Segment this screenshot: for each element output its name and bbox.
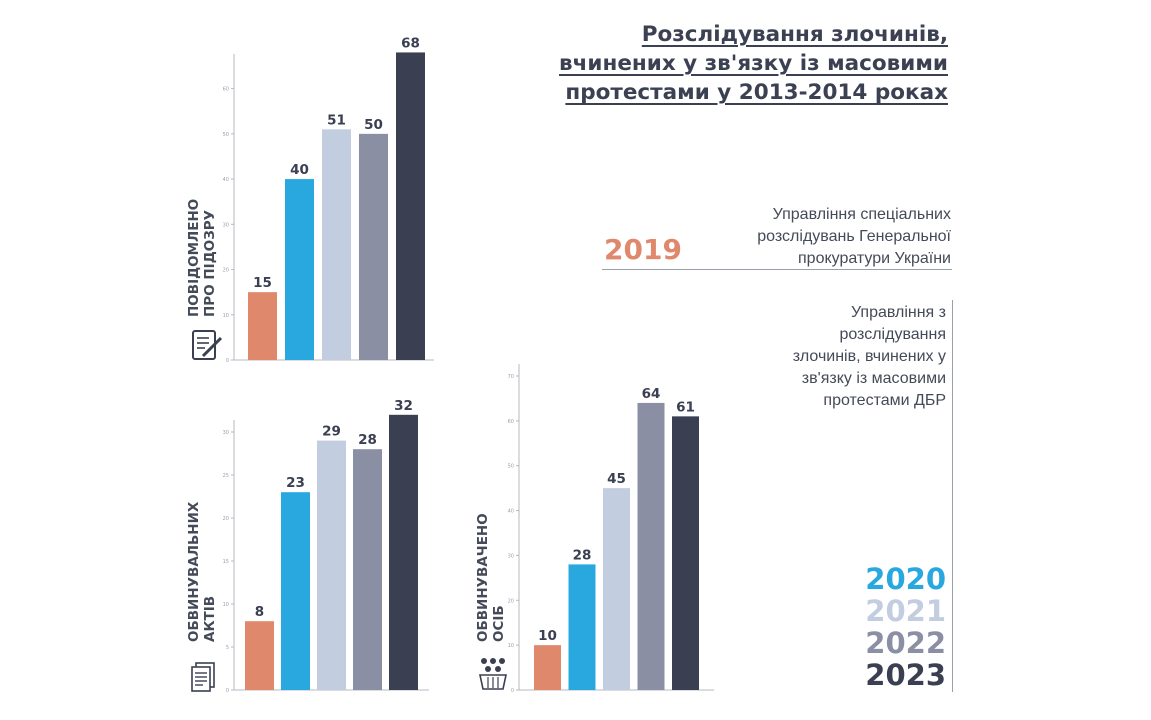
data-label-2023: 61 xyxy=(676,399,695,415)
chart-accused-label-line-1: ОБВИНУВАЧЕНО xyxy=(475,513,491,642)
document-pen-icon xyxy=(192,330,223,360)
chart-indictments-label-line-2: АКТІВ xyxy=(202,595,218,642)
data-label-2019: 15 xyxy=(253,275,272,291)
data-label-2022: 50 xyxy=(364,117,383,133)
y-tick-label: 10 xyxy=(223,313,229,319)
data-label-2019: 10 xyxy=(538,628,557,644)
legend-2023: 2023 xyxy=(865,658,946,692)
y-tick-label: 15 xyxy=(223,559,229,565)
y-tick-label: 30 xyxy=(223,222,229,228)
bar-2023 xyxy=(396,52,425,360)
title-line-2: вчинених у зв'язку із масовими xyxy=(559,51,948,76)
data-label-2023: 68 xyxy=(401,35,420,51)
chart-suspicion-label-line-2: ПРО ПІДОЗРУ xyxy=(202,209,218,317)
y-tick-label: 60 xyxy=(508,419,514,425)
data-label-2020: 28 xyxy=(573,547,592,563)
org-2019-line-3: прокуратури України xyxy=(798,250,951,267)
year-2019-label: 2019 xyxy=(604,233,682,266)
bar-2019 xyxy=(245,621,274,690)
bar-2021 xyxy=(603,488,630,690)
y-tick-label: 70 xyxy=(508,374,514,380)
bar-2019 xyxy=(248,292,277,360)
chart-indictments-label-line-1: ОБВИНУВАЛЬНИХ xyxy=(186,501,202,642)
y-tick-label: 10 xyxy=(223,602,229,608)
y-tick-label: 20 xyxy=(508,598,514,604)
y-tick-label: 10 xyxy=(508,643,514,649)
chart-accused-label-line-2: ОСІБ xyxy=(491,605,507,642)
chart-suspicion: 0 10 20 30 40 50 60 15 40 51 50 68 xyxy=(223,35,434,364)
page-title: Розслідування злочинів, вчинених у зв'яз… xyxy=(528,20,948,107)
chart-accused: 0 10 20 30 40 50 60 70 10 28 45 64 61 xyxy=(508,364,714,694)
data-label-2021: 45 xyxy=(607,471,626,487)
bar-2020 xyxy=(285,179,314,360)
y-tick-label: 20 xyxy=(223,516,229,522)
legend-2022: 2022 xyxy=(865,626,946,660)
org-2019-line-1: Управління спеціальних xyxy=(772,206,951,223)
chart-indictments: 0 5 10 15 20 25 30 8 23 29 28 32 xyxy=(223,398,429,694)
org-dbr-line-4: зв'язку із масовими xyxy=(801,370,946,387)
data-label-2020: 23 xyxy=(286,475,305,491)
chart-suspicion-label-line-1: ПОВІДОМЛЕНО xyxy=(186,198,202,317)
legend-2021: 2021 xyxy=(865,594,946,628)
data-label-2021: 29 xyxy=(322,424,341,440)
data-label-2023: 32 xyxy=(394,398,413,414)
y-tick-label: 5 xyxy=(226,645,229,651)
legend-2020: 2020 xyxy=(865,562,946,596)
y-tick-label: 0 xyxy=(511,688,514,694)
chart-indictments-label: ОБВИНУВАЛЬНИХ АКТІВ xyxy=(186,502,218,642)
y-tick-label: 30 xyxy=(223,430,229,436)
chart-suspicion-label: ПОВІДОМЛЕНО ПРО ПІДОЗРУ xyxy=(186,199,218,317)
y-tick-label: 50 xyxy=(223,132,229,138)
y-tick-label: 0 xyxy=(226,688,229,694)
org-dbr-line-5: протестами ДБР xyxy=(823,392,946,409)
legend: 2020 2021 2022 2023 xyxy=(865,563,946,691)
data-label-2022: 64 xyxy=(642,386,661,402)
y-tick-label: 30 xyxy=(508,553,514,559)
data-label-2022: 28 xyxy=(358,432,377,448)
divider-horizontal xyxy=(602,269,952,270)
title-line-3: протестами у 2013-2014 роках xyxy=(565,80,948,105)
org-dbr-line-3: злочинів, вчинених у xyxy=(792,348,946,365)
y-tick-label: 50 xyxy=(508,464,514,470)
bar-2023 xyxy=(389,414,418,690)
bar-2023 xyxy=(672,416,699,690)
bar-2020 xyxy=(568,564,596,690)
org-dbr-line-1: Управління з xyxy=(850,304,946,321)
bar-2019 xyxy=(534,645,561,690)
data-label-2020: 40 xyxy=(290,162,309,178)
bar-2022 xyxy=(637,402,665,690)
y-tick-label: 0 xyxy=(226,358,229,364)
chart-accused-label: ОБВИНУВАЧЕНО ОСІБ xyxy=(475,513,507,642)
people-group-icon xyxy=(479,658,507,690)
bar-2020 xyxy=(281,492,310,690)
y-tick-label: 40 xyxy=(223,177,229,183)
divider-vertical xyxy=(952,300,953,692)
org-2019-description: Управління спеціальних розслідувань Гене… xyxy=(651,204,951,270)
data-label-2021: 51 xyxy=(327,112,346,128)
y-tick-label: 60 xyxy=(223,87,229,93)
y-tick-label: 20 xyxy=(223,268,229,274)
org-2019-line-2: розслідувань Генеральної xyxy=(757,228,951,245)
org-dbr-description: Управління з розслідування злочинів, вчи… xyxy=(646,302,946,412)
bar-2021 xyxy=(322,129,351,360)
org-dbr-line-2: розслідування xyxy=(839,326,946,343)
bar-2021 xyxy=(317,440,346,690)
y-tick-label: 40 xyxy=(508,509,514,515)
title-line-1: Розслідування злочинів, xyxy=(641,22,948,47)
data-label-2019: 8 xyxy=(255,604,264,620)
y-tick-label: 25 xyxy=(223,473,229,479)
bar-2022 xyxy=(353,449,382,690)
bar-2022 xyxy=(359,133,388,360)
document-stack-icon xyxy=(191,662,215,692)
